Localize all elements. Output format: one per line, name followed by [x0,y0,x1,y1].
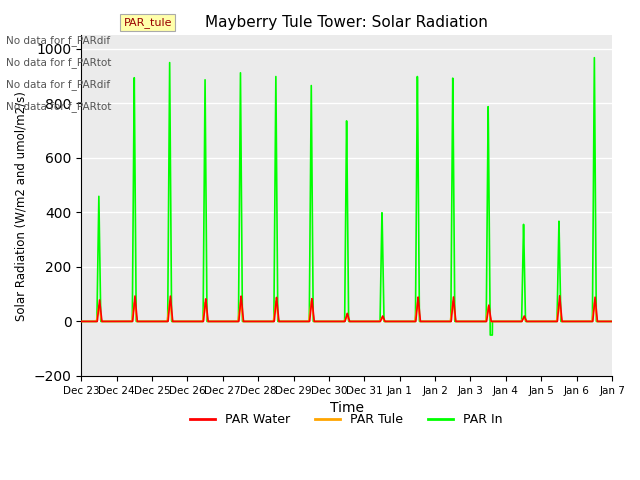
Text: No data for f_PARdif: No data for f_PARdif [6,79,111,90]
Y-axis label: Solar Radiation (W/m2 and umol/m2/s): Solar Radiation (W/m2 and umol/m2/s) [15,91,28,321]
Text: PAR_tule: PAR_tule [124,17,172,28]
Title: Mayberry Tule Tower: Solar Radiation: Mayberry Tule Tower: Solar Radiation [205,15,488,30]
X-axis label: Time: Time [330,401,364,415]
Text: No data for f_PARtot: No data for f_PARtot [6,57,112,68]
Legend: PAR Water, PAR Tule, PAR In: PAR Water, PAR Tule, PAR In [186,408,508,431]
Text: No data for f_PARtot: No data for f_PARtot [6,101,112,112]
Text: No data for f_PARdif: No data for f_PARdif [6,35,111,46]
